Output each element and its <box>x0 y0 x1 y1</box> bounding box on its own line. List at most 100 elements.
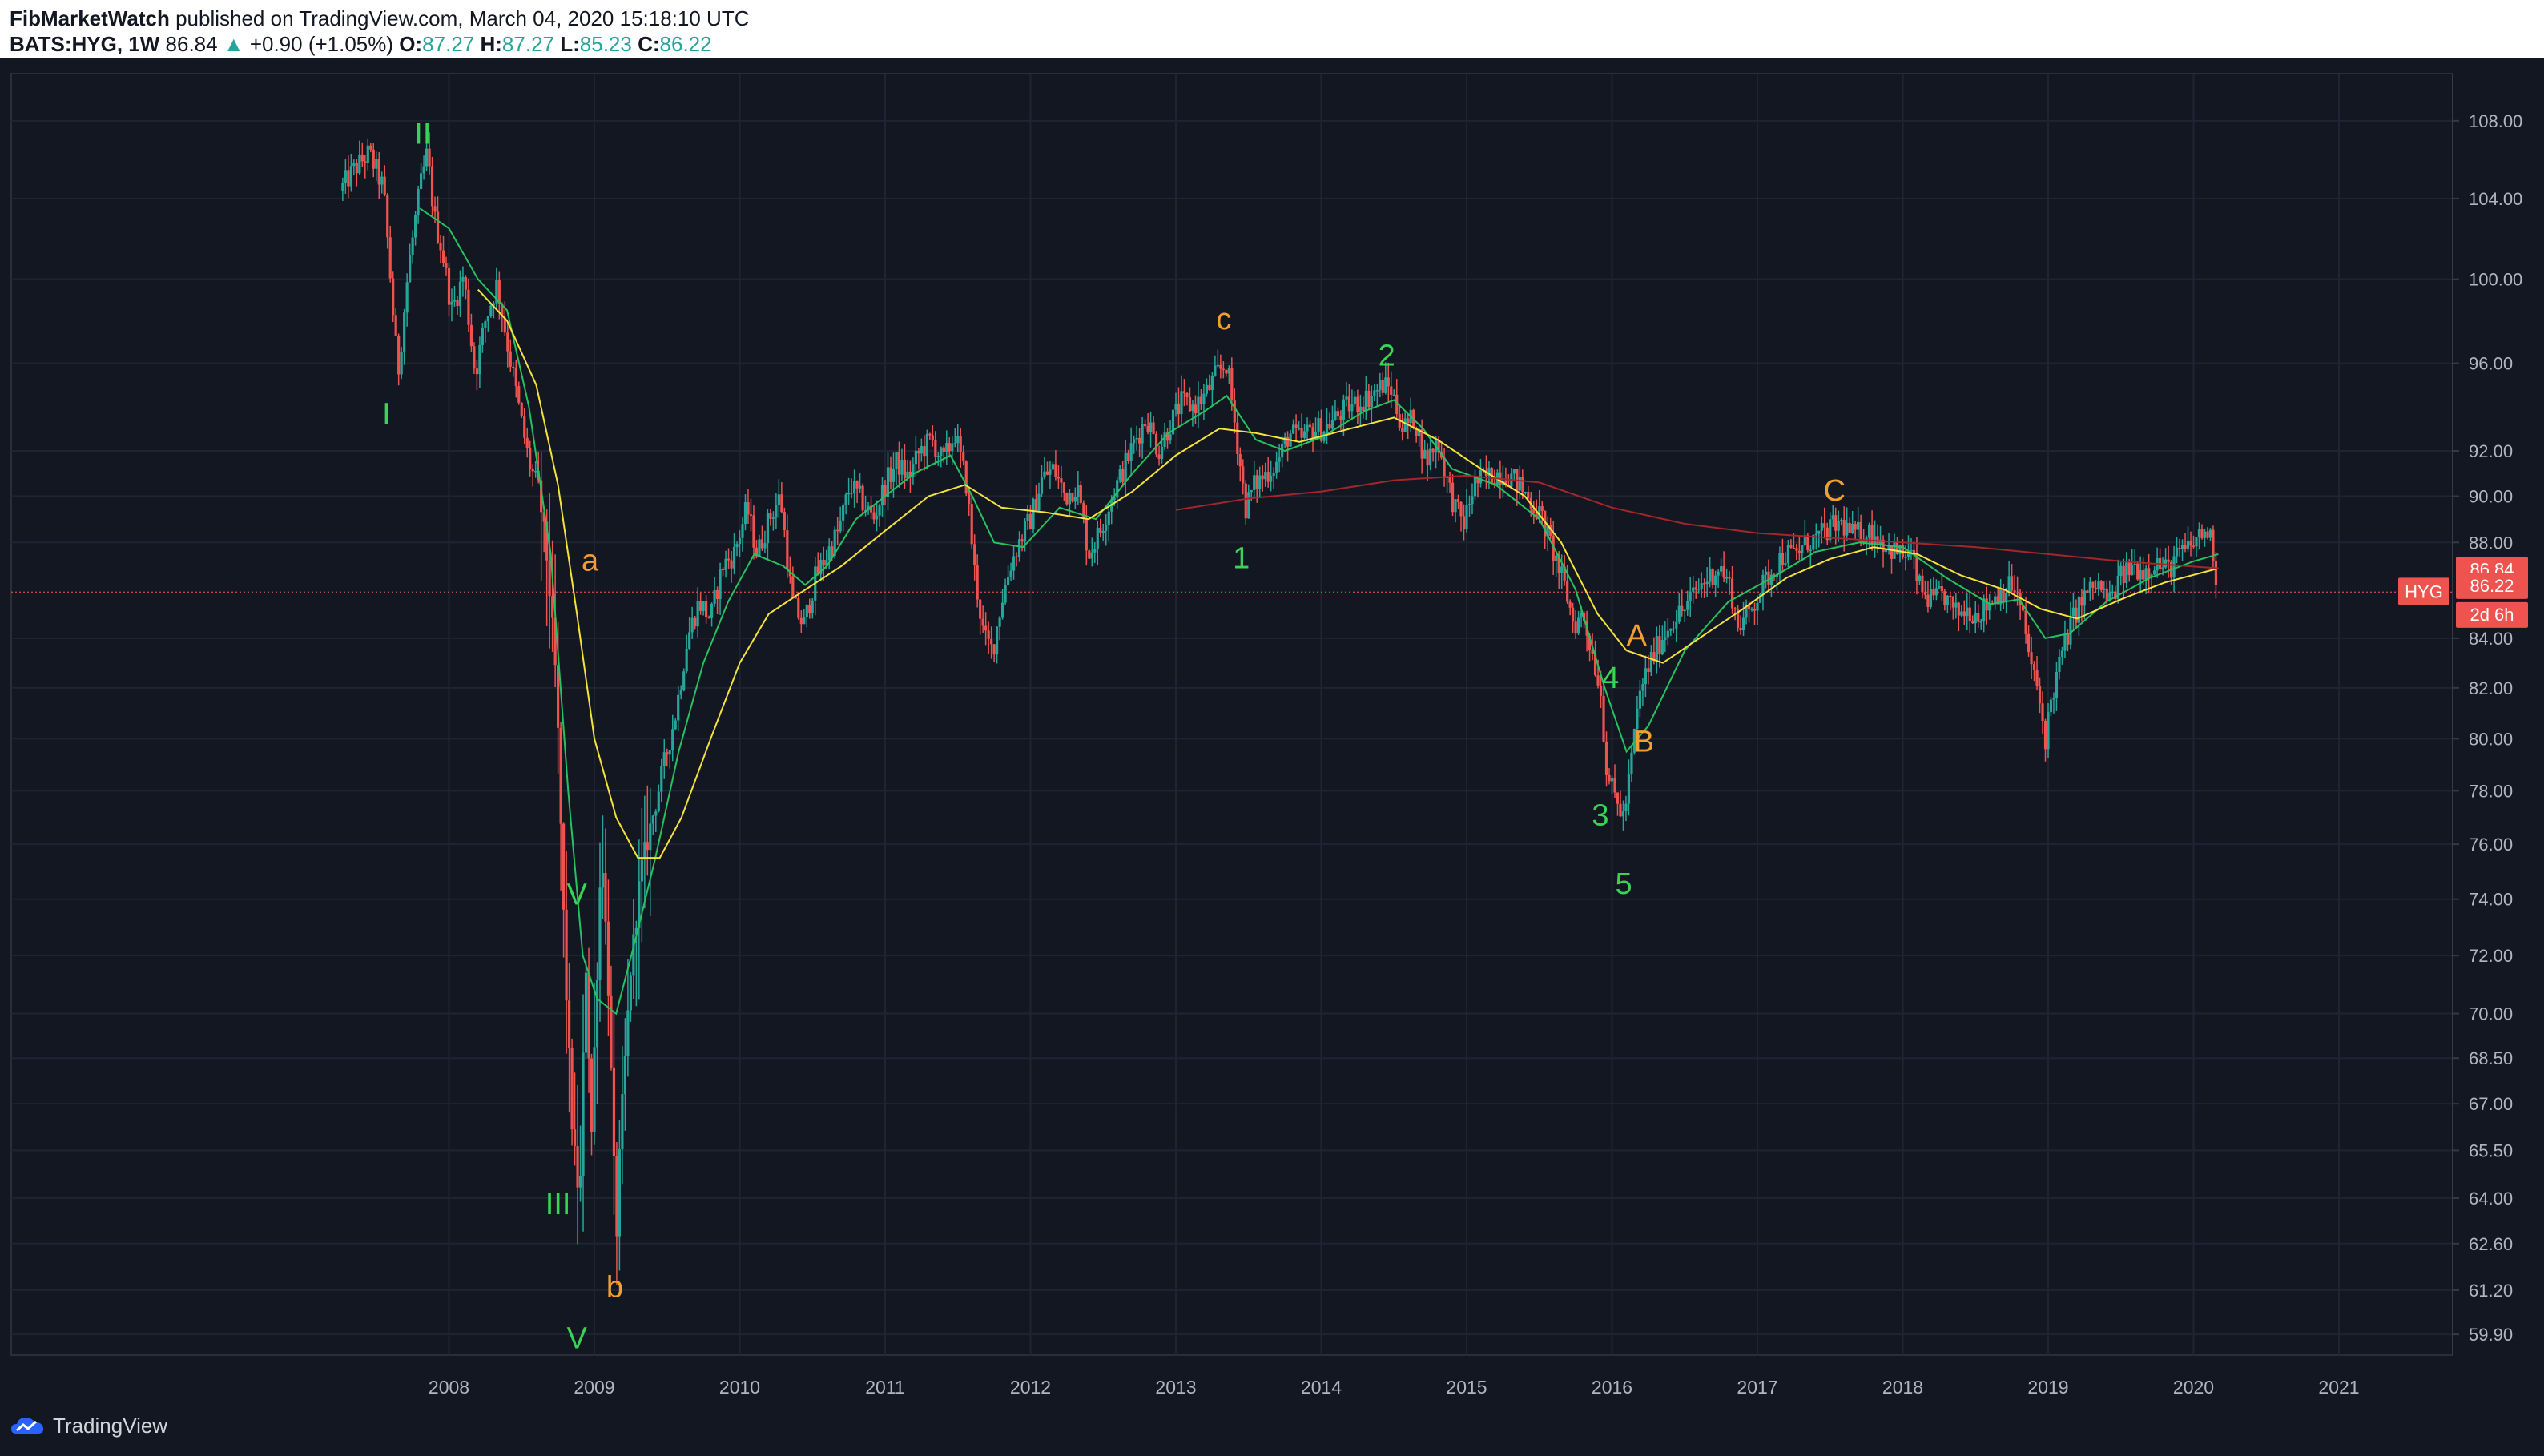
candle-down <box>979 599 982 619</box>
wave-label: b <box>606 1270 623 1304</box>
candle-down <box>984 625 988 631</box>
candle-up <box>688 632 691 649</box>
candle-up <box>1988 603 1991 611</box>
candle-up <box>1012 556 1016 571</box>
candle-down <box>872 512 876 520</box>
candle-up <box>478 344 481 375</box>
candle-down <box>816 566 819 575</box>
candle-down <box>1901 545 1905 557</box>
candle-down <box>1504 480 1507 485</box>
price-badge-text: 2d 6h <box>2470 605 2514 625</box>
candle-down <box>1028 513 1032 529</box>
candle-up <box>626 1010 630 1056</box>
high-label: H: <box>480 32 502 56</box>
candle-down <box>604 873 607 922</box>
candle-down <box>2013 590 2016 593</box>
candle-down <box>1060 478 1063 483</box>
moving-average-line <box>419 207 2219 1016</box>
wave-label: III <box>545 1188 571 1221</box>
candle-down <box>934 440 937 457</box>
moving-average-line <box>1175 474 2219 569</box>
candle-up <box>1247 492 1250 519</box>
wave-label: 1 <box>1233 542 1250 576</box>
candle-up <box>847 493 851 495</box>
candle-up <box>1686 601 1689 610</box>
candle-down <box>1797 550 1801 553</box>
candle-up <box>892 469 896 482</box>
candle-up <box>1124 452 1127 482</box>
candle-up <box>1758 594 1762 603</box>
candle-up <box>936 456 940 457</box>
price-chart[interactable]: 2008 2009 2010 2011 2012 2013 2014 2015 2016 2017… <box>0 58 2544 1410</box>
price-tick-label: 92.00 <box>2469 441 2513 461</box>
x-tick-label: 2011 <box>865 1377 904 1398</box>
candle-up <box>651 815 654 824</box>
candle-down <box>1057 477 1061 479</box>
candle-up <box>1275 461 1278 473</box>
candle-up <box>1669 628 1673 631</box>
candle-up <box>1101 530 1105 533</box>
price-tick-label: 65.50 <box>2469 1140 2513 1160</box>
candle-up <box>1627 774 1631 804</box>
candle-up <box>724 558 727 570</box>
candle-up <box>682 671 686 690</box>
candle-down <box>705 601 708 617</box>
candle-down <box>562 823 566 910</box>
candle-up <box>2103 588 2106 590</box>
candle-up <box>827 546 831 561</box>
candle-down <box>897 452 901 475</box>
author-name[interactable]: FibMarketWatch <box>10 6 170 30</box>
tradingview-logo[interactable]: TradingView <box>10 1410 167 1442</box>
candle-up <box>621 1094 624 1150</box>
candle-down <box>1694 587 1697 590</box>
candle-up <box>352 163 356 167</box>
candle-down <box>610 995 613 1068</box>
candle-up <box>1314 431 1318 439</box>
time-axis[interactable]: 2008 2009 2010 2011 2012 2013 2014 2015 2016 2017… <box>429 1377 2360 1398</box>
candle-down <box>1054 464 1057 477</box>
candle-down <box>1747 605 1751 609</box>
candle-down <box>428 148 431 167</box>
candle-up <box>1851 523 1854 533</box>
candle-down <box>1962 611 1966 617</box>
candle-down <box>523 416 526 438</box>
candle-down <box>1971 621 1974 624</box>
candle-up <box>1812 534 1815 550</box>
candle-up <box>1675 621 1678 629</box>
x-tick-label: 2016 <box>1592 1377 1632 1398</box>
candle-down <box>529 448 532 469</box>
candle-down <box>1943 591 1946 605</box>
candle-down <box>755 547 759 557</box>
candle-down <box>383 176 386 195</box>
candle-down <box>1613 778 1616 793</box>
candle-up <box>895 452 898 469</box>
candle-down <box>525 437 529 448</box>
candle-down <box>1188 396 1192 412</box>
candle-up <box>1672 628 1675 630</box>
candle-up <box>690 617 694 633</box>
candle-down <box>542 512 545 522</box>
candle-up <box>1898 545 1902 555</box>
candle-up <box>1068 493 1071 505</box>
candle-up <box>654 811 658 816</box>
candle-down <box>948 443 951 452</box>
candle-up <box>1023 521 1027 542</box>
candle-down <box>2105 588 2108 601</box>
candle-down <box>1222 368 1225 371</box>
candle-down <box>2127 562 2131 576</box>
candle-up <box>618 1149 622 1237</box>
candle-up <box>1803 535 1806 545</box>
candle-up <box>1325 424 1329 432</box>
x-tick-label: 2018 <box>1882 1377 1923 1398</box>
candle-down <box>1781 553 1785 565</box>
price-axis[interactable]: 108.00 104.00 100.00 96.00 92.00 90.00 88.00 84… <box>2452 74 2522 1355</box>
price-badge <box>2456 601 2528 628</box>
candle-up <box>674 720 677 730</box>
candle-down <box>1225 370 1228 374</box>
candle-up <box>998 617 1001 627</box>
candle-down <box>355 163 358 174</box>
candle-up <box>912 464 915 478</box>
candle-up <box>2071 607 2075 617</box>
candle-down <box>565 909 568 1001</box>
candle-up <box>1817 530 1821 534</box>
